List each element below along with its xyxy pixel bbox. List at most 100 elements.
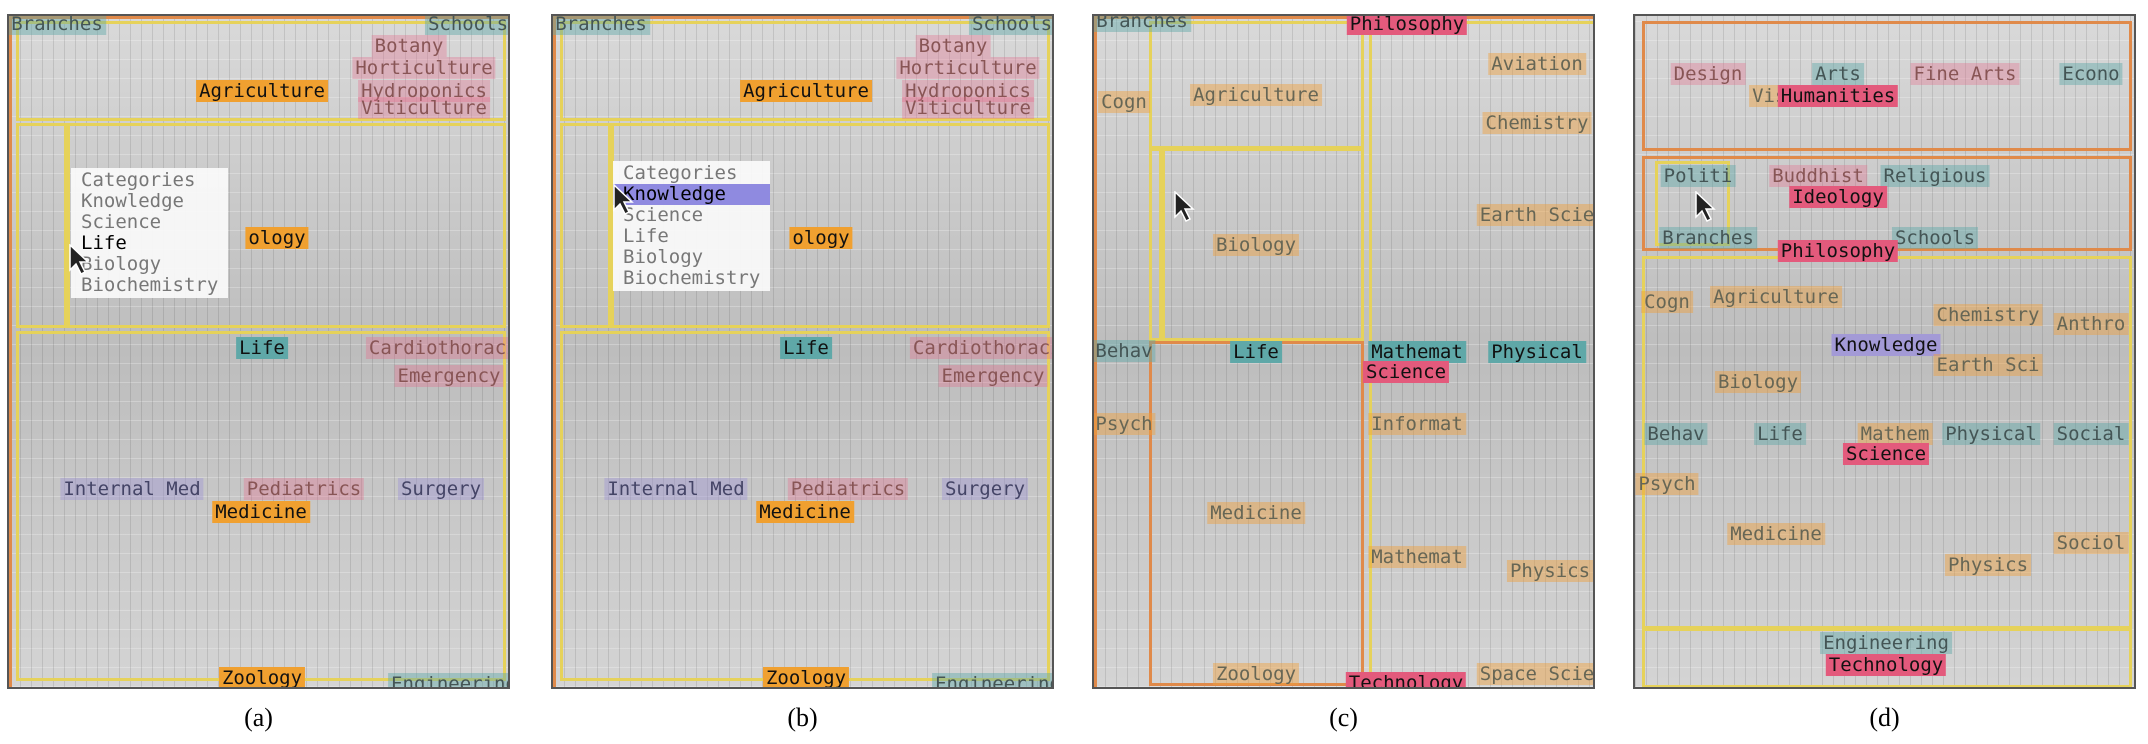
node-label: Science [1362,361,1450,383]
treemap-panel: Branches Philosophy Aviation Cogn Agricultur… [1092,14,1595,689]
region-border [1642,21,2132,151]
region-border [16,123,506,328]
node-label: Life [1230,341,1282,363]
node-label: Technology [1345,672,1467,687]
caption: (c) [1329,703,1358,732]
node-label: Informat [1368,413,1466,435]
node-label: Surgery [397,478,485,500]
region-border [16,21,506,121]
menu-item[interactable]: Life [623,225,669,247]
mouse-cursor [1695,190,1717,223]
node-label: Space Scie [1476,663,1593,685]
node-label: Agriculture [196,80,328,102]
node-label: Agriculture [740,80,872,102]
menu-item[interactable]: Life [81,232,127,254]
node-label: Hydroponics [902,80,1034,102]
node-label: Behav [1644,423,1708,445]
node-label: Sociol [2053,532,2129,554]
node-label: Religious [1880,165,1990,187]
treemap-panel: Branches Schools Botany Horticulture Agricul… [7,14,510,689]
menu-item[interactable]: Biology [81,253,162,275]
node-label: Cardiothoracic [909,337,1052,359]
node-label: Branches [9,16,106,35]
caption: (d) [1869,703,1900,732]
node-label: Life [1754,423,1806,445]
node-label: Zoology [218,667,306,687]
node-label: Schools [1891,227,1979,249]
menu-item[interactable]: Knowledge [613,184,771,205]
node-label: Behav [1094,340,1156,362]
node-label: Medicine [1727,523,1825,545]
menu-item[interactable]: Biology [623,246,704,268]
node-label: Mathemat [1368,341,1466,363]
node-label: Earth Scie [1476,204,1593,226]
node-label: Branches [1094,16,1191,32]
menu-item[interactable]: Knowledge [81,190,184,212]
node-label: Technology [1825,654,1947,676]
menu-item[interactable]: Biochemistry [81,274,219,296]
region-border [1642,626,2132,687]
node-label: Emergency [394,365,504,387]
node-label: Medicine [1207,502,1305,524]
region-border [1159,146,1165,341]
region-border [1094,16,1593,687]
node-label: Internal Med [604,478,748,500]
menu-item[interactable]: Science [81,211,162,233]
zoom-menu[interactable]: Categories Knowledge Science Life Biology Bio… [71,168,229,298]
region-border [1149,21,1364,151]
menu-item[interactable]: Categories [81,169,196,191]
node-label: Schools [968,16,1052,35]
node-label: Econo [2059,63,2123,85]
treemap-panel: Design Arts Fine Arts Econo Visu Humanities Po… [1633,14,2136,689]
region-border [1655,161,1730,246]
node-label: Branches [1659,227,1757,249]
region-border [64,123,70,328]
menu-item[interactable]: Science [623,204,704,226]
menu-item[interactable]: Biochemistry [623,267,761,289]
node-label: Physical [1488,341,1586,363]
node-label: Agriculture [1190,84,1322,106]
node-label: Humanities [1777,85,1899,107]
node-label: Mathemat [1368,546,1466,568]
caption: (a) [244,703,273,732]
node-label: Psych [1094,413,1156,435]
node-label: Aviation [1488,53,1586,75]
menu-item[interactable]: Categories [623,162,738,184]
region-border [560,123,1050,328]
node-label: Engineering [1820,632,1952,654]
node-label: Physics [1506,560,1593,582]
region-border [1149,146,1364,341]
caption: (b) [787,703,818,732]
node-label: Physical [1942,423,2040,445]
mouse-cursor [69,243,91,276]
region-border [9,16,508,687]
node-label: ology [245,227,309,249]
region-border [553,16,1052,687]
node-label: Zoology [1212,663,1300,685]
node-label: Pediatrics [787,478,909,500]
node-label: Science [1842,443,1930,465]
node-label: Hydroponics [358,80,490,102]
node-label: Emergency [938,365,1048,387]
node-label: Zoology [762,667,850,687]
zoom-menu[interactable]: Categories Knowledge Science Life Biology Bio… [613,161,771,291]
node-label: Botany [915,35,991,57]
node-label: Cardiothoracic [365,337,508,359]
node-label: Chemistry [1482,112,1592,134]
node-label: Schools [424,16,508,35]
node-label: Life [780,337,832,359]
node-label: Engineering [388,673,508,687]
node-label: Cogn [1641,291,1693,313]
node-label: Medicine [756,501,854,523]
node-label: Design [1670,63,1746,85]
region-border [608,123,614,328]
node-label: Pediatrics [243,478,365,500]
node-label: Mathem [1857,423,1933,445]
node-label: Social [2053,423,2129,445]
node-label: Botany [371,35,447,57]
node-label: Knowledge [1831,334,1941,356]
mouse-cursor [1174,190,1196,223]
node-label: Philosophy [1346,16,1468,35]
node-label: Biology [1212,234,1300,256]
